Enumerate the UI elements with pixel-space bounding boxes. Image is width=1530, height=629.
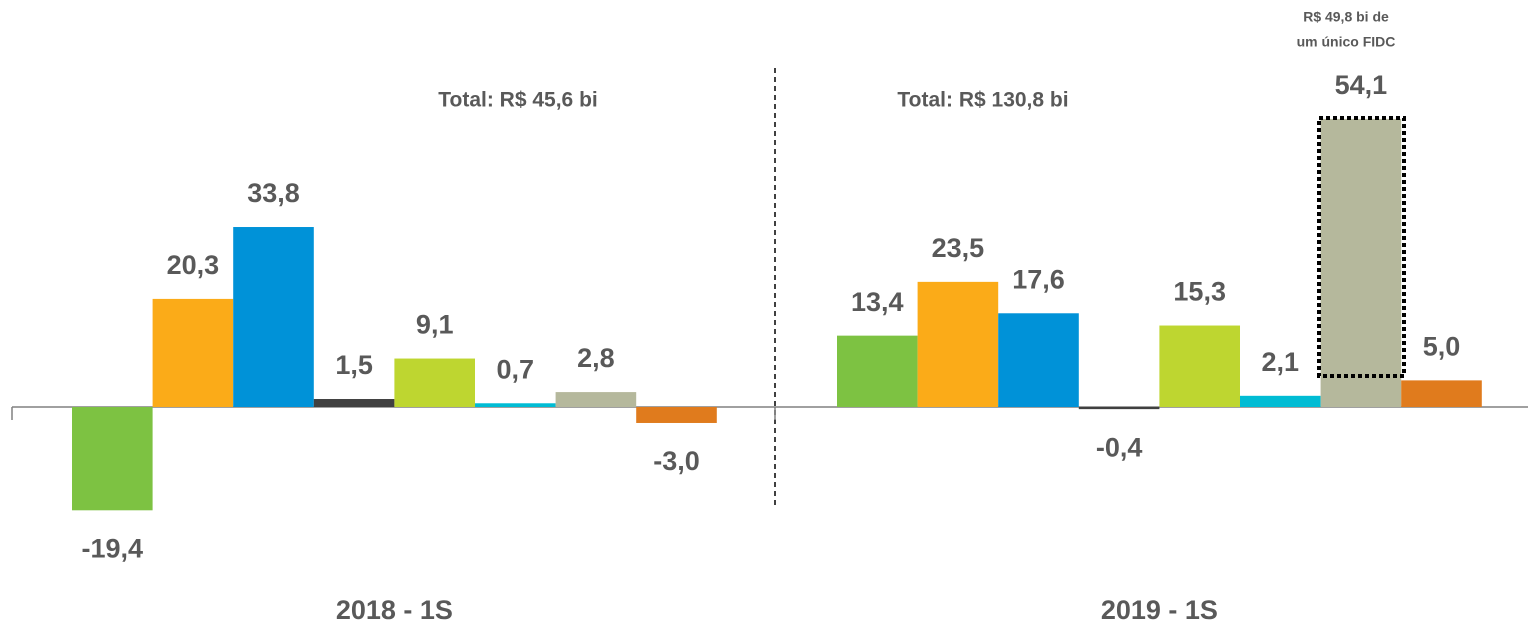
bar (394, 358, 475, 407)
bar (555, 392, 637, 407)
data-label: -3,0 (653, 446, 700, 476)
highlight-box (1317, 116, 1406, 378)
data-label: -19,4 (82, 533, 144, 563)
data-label: 23,5 (932, 233, 985, 263)
bar (475, 403, 556, 407)
bar (917, 281, 999, 407)
bars (72, 118, 1482, 511)
bar (233, 227, 314, 407)
data-label: 54,1 (1335, 70, 1388, 100)
annotation: Total: R$ 45,6 bi (438, 89, 597, 112)
data-label: 2,8 (577, 343, 615, 373)
data-label: -0,4 (1096, 432, 1143, 462)
data-label: 1,5 (335, 350, 373, 380)
data-label: 0,7 (497, 354, 535, 384)
data-label: 13,4 (851, 287, 904, 317)
bar (1401, 380, 1482, 407)
bar (313, 399, 395, 407)
bar (837, 335, 918, 407)
annotation: R$ 49,8 bi de (1303, 9, 1389, 25)
bar (1159, 325, 1240, 407)
bar (1078, 407, 1160, 410)
x-tick-label: 2018 - 1S (336, 595, 453, 625)
annotation: um único FIDC (1297, 34, 1396, 50)
data-label: 2,1 (1262, 347, 1300, 377)
data-label: 20,3 (167, 250, 220, 280)
bar (998, 313, 1079, 407)
bar (152, 298, 234, 407)
annotation: Total: R$ 130,8 bi (897, 89, 1068, 112)
x-tick-label: 2019 - 1S (1101, 595, 1218, 625)
data-label: 5,0 (1423, 332, 1461, 362)
data-label: 17,6 (1012, 264, 1065, 294)
bar (1240, 395, 1321, 407)
bar (636, 407, 717, 423)
bar (1320, 118, 1402, 407)
data-label: 9,1 (416, 310, 454, 340)
bar (72, 407, 153, 511)
data-label: 15,3 (1173, 277, 1226, 307)
data-label: 33,8 (247, 178, 300, 208)
